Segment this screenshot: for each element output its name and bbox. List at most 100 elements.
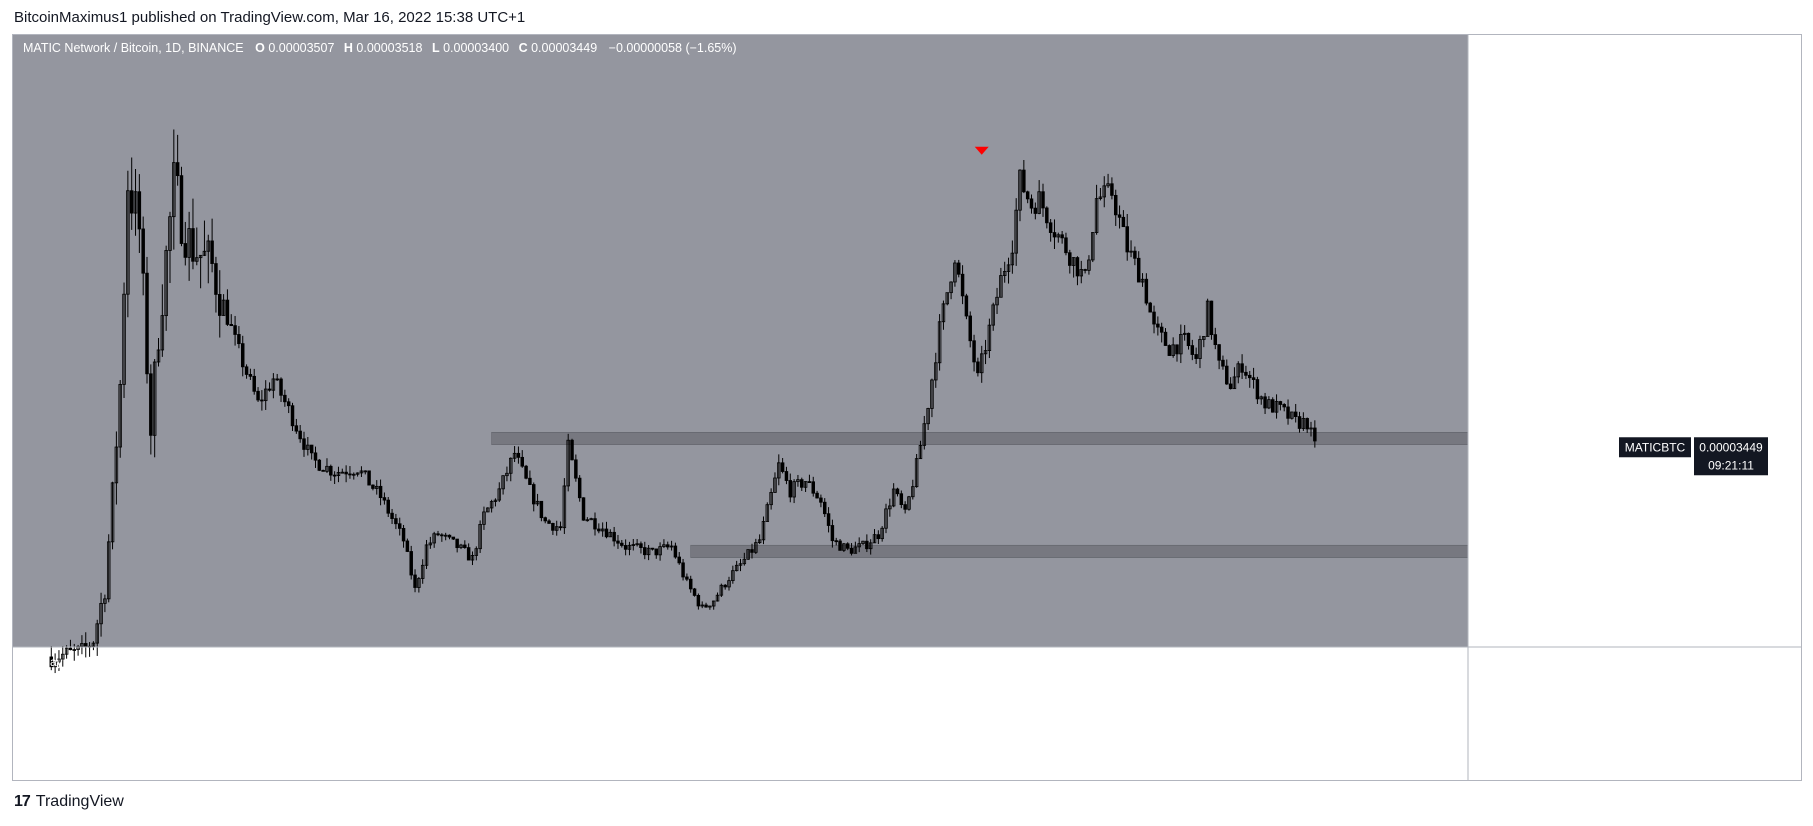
- candle[interactable]: [731, 565, 735, 584]
- candle[interactable]: [133, 169, 138, 236]
- candle[interactable]: [440, 533, 444, 542]
- candle[interactable]: [604, 521, 609, 539]
- candle[interactable]: [1259, 395, 1263, 405]
- candle[interactable]: [1274, 394, 1279, 419]
- candle[interactable]: [332, 471, 337, 485]
- candle[interactable]: [348, 466, 352, 479]
- candle[interactable]: [600, 522, 605, 537]
- candle[interactable]: [738, 558, 743, 572]
- candle[interactable]: [68, 639, 73, 651]
- candle[interactable]: [229, 314, 233, 327]
- candle[interactable]: [995, 287, 999, 314]
- candle[interactable]: [819, 494, 823, 508]
- candle[interactable]: [451, 536, 456, 540]
- candle[interactable]: [428, 536, 433, 549]
- candle[interactable]: [424, 539, 429, 569]
- candle[interactable]: [1083, 268, 1087, 274]
- candle[interactable]: [1152, 305, 1156, 334]
- candle[interactable]: [294, 418, 299, 434]
- candle[interactable]: [110, 481, 115, 550]
- candle[interactable]: [505, 466, 509, 482]
- candle[interactable]: [708, 605, 712, 610]
- candle[interactable]: [1232, 367, 1237, 390]
- candle[interactable]: [1144, 273, 1149, 306]
- candle[interactable]: [221, 294, 226, 316]
- candle[interactable]: [137, 174, 142, 253]
- candle[interactable]: [1033, 202, 1038, 220]
- candle[interactable]: [662, 539, 666, 549]
- candle[interactable]: [1286, 399, 1290, 425]
- candle[interactable]: [225, 289, 230, 326]
- candle[interactable]: [371, 484, 375, 491]
- candle[interactable]: [218, 270, 222, 338]
- candle[interactable]: [692, 587, 697, 597]
- candle[interactable]: [1064, 232, 1068, 256]
- candle[interactable]: [1106, 173, 1110, 188]
- candle[interactable]: [149, 364, 153, 455]
- candle[interactable]: [922, 415, 927, 450]
- candle[interactable]: [1029, 194, 1034, 214]
- candle[interactable]: [646, 545, 651, 561]
- candle[interactable]: [390, 508, 394, 524]
- candle[interactable]: [309, 444, 314, 460]
- candle[interactable]: [918, 440, 923, 460]
- candle[interactable]: [822, 498, 827, 517]
- candle[interactable]: [99, 592, 103, 637]
- candle[interactable]: [972, 334, 976, 372]
- candle[interactable]: [80, 635, 84, 655]
- candle[interactable]: [1297, 411, 1302, 433]
- candle[interactable]: [891, 483, 896, 508]
- candle[interactable]: [237, 326, 241, 349]
- candle[interactable]: [1002, 261, 1007, 283]
- candle[interactable]: [784, 466, 789, 485]
- candle[interactable]: [1179, 324, 1183, 364]
- candle[interactable]: [436, 530, 440, 537]
- support-zone-1[interactable]: [491, 431, 1469, 445]
- candle[interactable]: [298, 425, 302, 443]
- candle[interactable]: [432, 531, 436, 548]
- candle[interactable]: [409, 545, 413, 580]
- candle[interactable]: [206, 234, 211, 284]
- candle[interactable]: [497, 482, 502, 503]
- candle[interactable]: [861, 540, 865, 545]
- candle[interactable]: [803, 481, 808, 492]
- candle[interactable]: [1018, 169, 1022, 222]
- candle[interactable]: [191, 198, 195, 270]
- candle[interactable]: [363, 470, 368, 475]
- candle[interactable]: [811, 476, 815, 497]
- candle[interactable]: [796, 474, 800, 487]
- candle[interactable]: [1270, 397, 1275, 413]
- candle[interactable]: [1225, 359, 1229, 385]
- candle[interactable]: [581, 497, 586, 521]
- candle[interactable]: [375, 480, 379, 495]
- candle[interactable]: [704, 602, 708, 608]
- candle[interactable]: [1113, 189, 1118, 226]
- candle[interactable]: [516, 446, 521, 464]
- candle[interactable]: [1251, 367, 1256, 389]
- candle[interactable]: [1244, 365, 1248, 380]
- candle[interactable]: [512, 446, 517, 463]
- candle[interactable]: [792, 479, 796, 504]
- candle[interactable]: [999, 267, 1003, 298]
- candle[interactable]: [968, 311, 972, 348]
- candle[interactable]: [417, 576, 421, 593]
- candle[interactable]: [378, 479, 383, 506]
- candle[interactable]: [826, 507, 831, 533]
- candle[interactable]: [394, 513, 398, 530]
- candle[interactable]: [279, 377, 283, 402]
- candle[interactable]: [256, 387, 260, 402]
- candle[interactable]: [528, 470, 532, 485]
- candle[interactable]: [1052, 219, 1057, 249]
- candle[interactable]: [325, 458, 329, 474]
- candle[interactable]: [1290, 411, 1294, 420]
- candle[interactable]: [321, 469, 325, 472]
- candle[interactable]: [800, 477, 804, 491]
- candle[interactable]: [1075, 256, 1080, 286]
- candle[interactable]: [1228, 377, 1233, 390]
- candle[interactable]: [313, 446, 318, 468]
- candle[interactable]: [244, 364, 249, 379]
- candle[interactable]: [903, 501, 907, 514]
- candle[interactable]: [608, 529, 613, 538]
- candle[interactable]: [773, 472, 777, 493]
- candle[interactable]: [911, 479, 915, 500]
